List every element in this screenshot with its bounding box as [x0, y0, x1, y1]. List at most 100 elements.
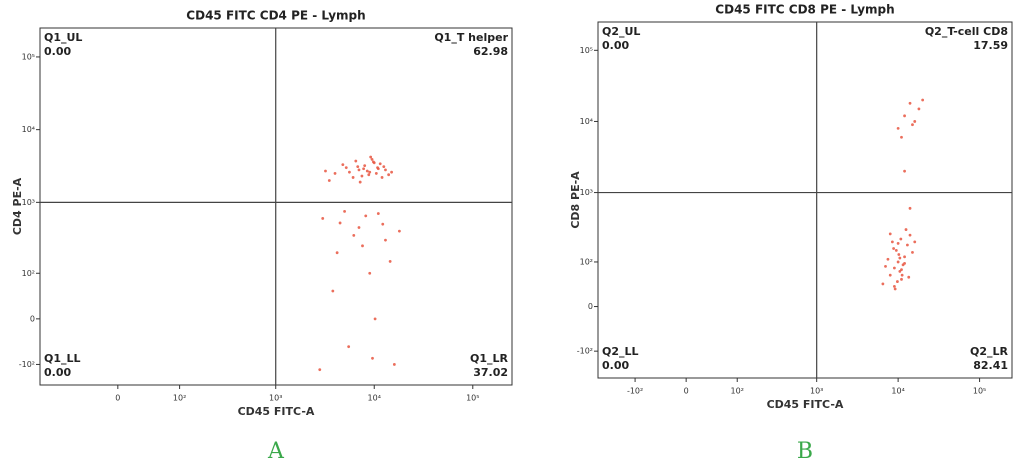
- point: [900, 277, 903, 281]
- quadrant-percent: 0.00: [44, 366, 71, 379]
- point: [913, 120, 917, 123]
- point: [344, 166, 348, 170]
- point: [373, 317, 377, 321]
- x-tick-label: 10⁴: [891, 387, 904, 396]
- point: [363, 164, 367, 168]
- point: [343, 210, 346, 213]
- point: [351, 176, 355, 179]
- y-axis-label: CD4 PE-A: [11, 177, 24, 235]
- plot-frame: [597, 21, 1013, 379]
- point: [913, 240, 917, 244]
- x-axis-label: CD45 FITC-A: [238, 405, 315, 418]
- point: [896, 280, 899, 283]
- point: [892, 284, 896, 288]
- point: [324, 169, 327, 173]
- point: [331, 289, 335, 293]
- point: [888, 273, 892, 277]
- point: [388, 260, 392, 263]
- x-tick-label: 10²: [731, 387, 744, 396]
- quadrant-name: Q1_T helper: [434, 31, 508, 44]
- y-tick-label: 10⁴: [580, 117, 593, 126]
- point: [367, 173, 371, 177]
- point: [318, 368, 322, 372]
- point: [368, 170, 372, 174]
- point: [361, 244, 364, 248]
- quadrant-name: Q2_LR: [970, 345, 1009, 358]
- point: [362, 167, 366, 171]
- point: [335, 251, 339, 255]
- point: [903, 169, 906, 173]
- point: [382, 165, 386, 169]
- point: [906, 243, 909, 247]
- point: [368, 271, 372, 275]
- quadrant-name: Q1_UL: [44, 31, 82, 44]
- y-tick-label: 10⁴: [22, 125, 35, 134]
- point: [886, 257, 890, 261]
- quadrant-percent: 37.02: [473, 366, 508, 379]
- point: [338, 221, 342, 225]
- point: [356, 165, 360, 169]
- quadrant-name: Q1_LR: [470, 352, 509, 365]
- point: [371, 160, 375, 164]
- quadrant-name: Q2_UL: [602, 25, 640, 38]
- x-tick-label: 10³: [810, 387, 823, 396]
- point: [384, 168, 387, 172]
- quadrant-percent: 17.59: [973, 39, 1008, 52]
- point: [890, 240, 894, 244]
- point: [381, 222, 385, 226]
- y-tick-label: 0: [588, 302, 593, 311]
- point: [376, 212, 380, 215]
- quadrant-name: Q2_LL: [602, 345, 639, 358]
- y-axis-label: CD8 PE-A: [569, 171, 582, 229]
- point: [354, 159, 358, 163]
- y-tick-label: 10³: [22, 198, 35, 207]
- point: [908, 101, 912, 105]
- y-tick-label: 10³: [580, 188, 593, 197]
- point: [380, 176, 384, 179]
- quadrant-percent: 82.41: [973, 359, 1008, 372]
- point: [897, 253, 901, 256]
- point: [358, 180, 362, 184]
- point: [911, 250, 914, 254]
- panel-caption: B: [797, 439, 813, 464]
- point: [881, 282, 885, 286]
- chart-title: CD45 FITC CD4 PE - Lymph: [186, 9, 365, 23]
- point: [369, 155, 373, 159]
- point: [884, 264, 887, 268]
- point: [341, 163, 345, 167]
- y-tick-label: -10²: [19, 360, 35, 369]
- y-tick-label: 10⁵: [580, 46, 593, 55]
- point: [903, 261, 906, 265]
- point: [384, 238, 387, 242]
- quadrant-percent: 0.00: [602, 359, 629, 372]
- x-tick-label: 10⁵: [973, 387, 986, 396]
- point: [903, 114, 906, 118]
- x-tick-label: 0: [115, 394, 120, 403]
- x-tick-label: 10²: [173, 394, 186, 403]
- x-tick-label: 0: [684, 387, 689, 396]
- point: [900, 135, 903, 139]
- x-tick-label: 10⁵: [466, 394, 479, 403]
- y-tick-label: -10²: [577, 347, 593, 356]
- point: [893, 287, 897, 291]
- point: [904, 228, 908, 231]
- point: [894, 248, 898, 252]
- point: [357, 168, 361, 172]
- y-tick-label: 10⁵: [22, 52, 35, 61]
- y-tick-label: 10²: [22, 269, 35, 278]
- point: [371, 356, 374, 360]
- point: [390, 170, 393, 174]
- point: [899, 237, 903, 241]
- y-tick-label: 10²: [580, 257, 593, 266]
- quadrant-percent: 0.00: [602, 39, 629, 52]
- point: [357, 226, 361, 229]
- point: [896, 126, 900, 130]
- point: [896, 241, 900, 245]
- chart-title: CD45 FITC CD8 PE - Lymph: [715, 3, 894, 17]
- point: [365, 169, 369, 173]
- point: [903, 255, 906, 259]
- quadrant-percent: 62.98: [473, 45, 508, 58]
- x-tick-label: 10³: [269, 394, 282, 403]
- point: [898, 256, 902, 260]
